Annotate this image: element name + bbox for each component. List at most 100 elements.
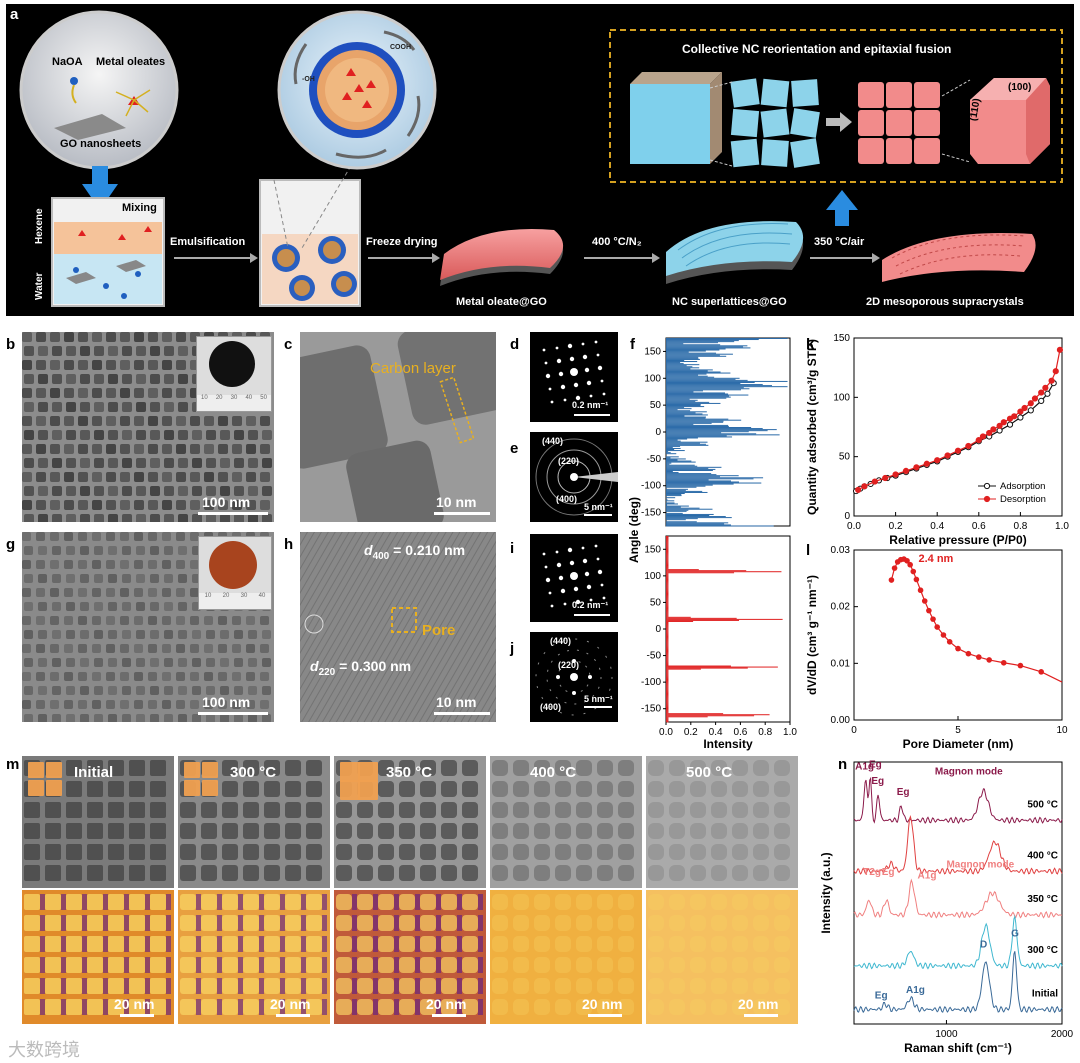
hist-bar-lower [666,624,669,626]
hist-bar-upper [666,383,741,385]
peak-annotation: 2.4 nm [918,553,953,565]
nanocube [176,700,185,709]
hist-bar-lower [666,629,669,631]
cube-top [534,760,550,776]
hist-bar-upper [666,413,703,415]
series-line-0 [855,382,1055,492]
cube-heat [732,978,748,994]
pore-label: Pore [422,622,456,639]
nanocube [150,486,160,496]
hist-bar-lower [666,607,669,609]
saed-d: 0.2 nm⁻¹ [530,332,618,422]
cube-heat [420,915,436,931]
hist-bar-upper [666,435,727,437]
cube-heat [618,894,634,910]
trace-label: 500 °C [1027,799,1058,810]
hist-bar-upper [666,434,780,436]
hist-bar-upper [666,490,703,492]
nanocube [64,588,73,597]
nanocube [80,714,89,722]
gap-heat [145,957,150,973]
cube-heat [243,894,259,910]
panel-label-g: g [6,536,16,553]
cube-heat [378,915,394,931]
hist-bar-lower [666,599,669,601]
cube-heat [66,957,82,973]
gap-heat [103,894,108,910]
nanocube [120,332,130,342]
nanocube [246,616,255,625]
hist-bar-lower [666,687,669,689]
cube-top [597,865,613,881]
nanocube [192,686,201,695]
nanocube [134,500,144,510]
saed-spots-d [542,340,606,404]
hist-bar-upper [666,497,676,499]
hist-bar-upper [666,340,739,342]
cube-top [108,823,124,839]
temperature-series-panel: Initial 20 nm 300 °C 20 nm 350 °C 20 nm 400 °C… [22,756,800,1024]
data-point [902,467,910,475]
panel-label-f: f [630,336,635,353]
nanocube [92,388,102,398]
cube-top [597,802,613,818]
hist-bar-lower [666,543,669,545]
nanocube [176,560,185,569]
hist-bar-lower [666,672,669,674]
hist-bar-lower [666,563,669,565]
cube-top [441,865,457,881]
diffraction-spot [558,575,564,581]
cube-top [441,802,457,818]
hist-bar-upper [666,466,722,468]
nanocube [52,630,61,639]
nanocube [136,602,145,611]
cube-top [690,781,706,797]
nanocube [232,500,242,510]
temperature-label: 300 °C [230,764,277,781]
diffraction-spot [575,599,581,605]
nanocube [120,644,129,653]
nanocube [164,374,174,384]
hist-bar-upper [666,341,735,343]
hist-bar-lower [666,570,747,572]
tem-image-top [646,756,798,888]
hist-bar-lower [666,686,669,688]
hist-bar-lower [666,553,669,555]
nanocube [52,602,61,611]
nanocube [64,700,73,709]
nanocube [122,514,132,522]
hist-bar-upper [666,489,686,491]
nanocube [66,514,76,522]
hist-bar-lower [666,557,669,559]
hist-bar-lower [666,541,669,543]
nanocube [94,686,103,695]
nanocube [134,360,144,370]
nanocube [106,416,116,426]
gap-heat [259,915,264,931]
hist-bar-upper [666,461,696,463]
go-nanosheets-label: GO nanosheets [60,138,142,150]
cube-top [129,823,145,839]
nanocube [50,644,59,653]
nanocube [50,616,59,625]
hist-bar-upper [666,339,759,341]
orientation-marker [358,762,378,782]
plot-frame [853,337,1063,517]
nanocube [120,672,129,681]
tem-image-h: d400 = 0.210 nm d220 = 0.300 nm Pore 10 … [300,532,496,722]
legend-marker [983,495,991,503]
nanocube [66,374,76,384]
cube-heat [576,915,592,931]
hist-bar-lower [666,548,669,550]
scale-text-m: 20 nm [114,996,155,1012]
nanocube [122,686,131,695]
hist-bar-upper [666,342,719,344]
data-point [910,568,917,575]
cube-top [108,844,124,860]
x-tick-label: 2000 [1051,1029,1074,1040]
hist-bar-lower [666,545,669,547]
diffraction-spot [542,552,546,556]
cube-heat [336,999,352,1015]
gap-heat [166,936,171,952]
data-point [1038,397,1045,404]
